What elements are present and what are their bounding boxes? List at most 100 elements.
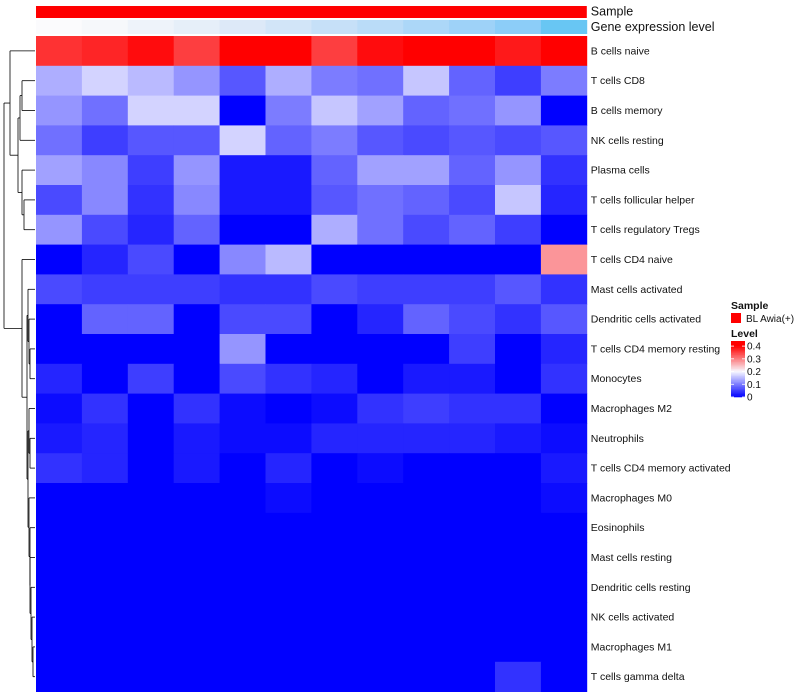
heatmap-cell — [219, 632, 266, 663]
heatmap-cell — [81, 36, 129, 67]
heatmap-cell — [357, 542, 404, 573]
heatmap-cell — [403, 95, 450, 126]
colorbar-step — [731, 363, 745, 366]
heatmap-cell — [219, 483, 266, 514]
heatmap-cell — [449, 542, 496, 573]
colorbar-step — [731, 360, 745, 363]
heatmap-cell — [265, 214, 312, 245]
heatmap-cell — [36, 393, 83, 424]
track-label: Sample — [591, 5, 633, 19]
heatmap-cell — [449, 95, 496, 126]
heatmap-cell — [403, 304, 450, 335]
heatmap-cell — [540, 572, 588, 603]
colorbar-step — [731, 387, 745, 389]
heatmap-cell — [127, 453, 175, 484]
heatmap-cell — [36, 244, 83, 275]
heatmap-cell — [357, 572, 404, 603]
row-label: Dendritic cells activated — [591, 314, 701, 326]
heatmap-cell — [357, 453, 404, 484]
heatmap-cell — [311, 602, 358, 633]
heatmap-cell — [403, 334, 450, 365]
colorbar-step — [731, 391, 745, 394]
heatmap-cell — [265, 334, 312, 365]
heatmap-cell — [540, 334, 588, 365]
heatmap-cell — [36, 185, 83, 216]
heatmap-cell — [36, 65, 83, 96]
heatmap-cell — [127, 274, 175, 305]
row-label: Eosinophils — [591, 522, 645, 534]
row-label: B cells memory — [591, 105, 664, 117]
heatmap-cell — [173, 95, 220, 126]
heatmap-cell — [265, 304, 312, 335]
heatmap-cell — [311, 185, 358, 216]
heatmap-cell — [265, 393, 312, 424]
heatmap-cell — [357, 244, 404, 275]
heatmap-cell — [403, 602, 450, 633]
heatmap-cell — [173, 602, 220, 633]
row-label: NK cells activated — [591, 612, 675, 624]
heatmap-cell — [357, 65, 404, 96]
row-label: T cells gamma delta — [591, 671, 685, 683]
expression-track-cell — [127, 20, 175, 34]
heatmap-cell — [81, 572, 129, 603]
heatmap-cell — [219, 393, 266, 424]
heatmap-cell — [449, 512, 496, 543]
heatmap-cell — [173, 363, 220, 394]
colorbar-step — [731, 357, 745, 360]
row-label: Macrophages M2 — [591, 403, 672, 415]
heatmap-cell — [495, 512, 542, 543]
row-label: Macrophages M0 — [591, 492, 672, 504]
heatmap-cell — [357, 36, 404, 67]
row-label: T cells follicular helper — [591, 194, 695, 206]
heatmap-cell — [357, 185, 404, 216]
heatmap-cell — [127, 36, 175, 67]
heatmap-cell — [36, 453, 83, 484]
heatmap-cell — [81, 393, 129, 424]
heatmap-cell — [265, 244, 312, 275]
heatmap-cell — [265, 542, 312, 573]
heatmap-cell — [173, 304, 220, 335]
heatmap-cell — [81, 632, 129, 663]
heatmap-cell — [81, 125, 129, 156]
heatmap-cell — [173, 125, 220, 156]
heatmap-cell — [540, 483, 588, 514]
heatmap-cell — [403, 632, 450, 663]
heatmap-cell — [127, 572, 175, 603]
heatmap-cell — [449, 423, 496, 454]
colorbar-step — [731, 385, 745, 388]
heatmap-cell — [36, 632, 83, 663]
heatmap-cell — [311, 483, 358, 514]
heatmap-cell — [403, 244, 450, 275]
heatmap-cell — [495, 304, 542, 335]
heatmap-cell — [540, 363, 588, 394]
heatmap-cell — [495, 483, 542, 514]
heatmap-cell — [540, 632, 588, 663]
heatmap-cell — [540, 393, 588, 424]
heatmap-cell — [449, 244, 496, 275]
heatmap-cell — [403, 572, 450, 603]
colorbar-step — [731, 376, 745, 378]
heatmap-cell — [81, 542, 129, 573]
colorbar-step — [731, 381, 745, 384]
heatmap-cell — [36, 602, 83, 633]
colorbar-step — [731, 378, 745, 381]
heatmap-cell — [357, 512, 404, 543]
colorbar-step — [731, 367, 745, 370]
heatmap-cell — [495, 661, 542, 692]
colorbar-step — [731, 343, 745, 346]
heatmap-cell — [357, 274, 404, 305]
annotation-tracks — [36, 6, 588, 34]
heatmap-cell — [357, 125, 404, 156]
heatmap-cell — [127, 95, 175, 126]
colorbar-step — [731, 366, 745, 368]
heatmap-cell — [449, 483, 496, 514]
heatmap-cell — [311, 36, 358, 67]
level-ticks: 0.40.3 0.2 0.1 0 — [731, 342, 761, 404]
heatmap-cell — [311, 542, 358, 573]
heatmap-cell — [127, 661, 175, 692]
row-dendrogram — [3, 50, 35, 678]
heatmap-cell — [127, 512, 175, 543]
colorbar-step — [731, 394, 745, 396]
colorbar-step — [731, 370, 745, 373]
